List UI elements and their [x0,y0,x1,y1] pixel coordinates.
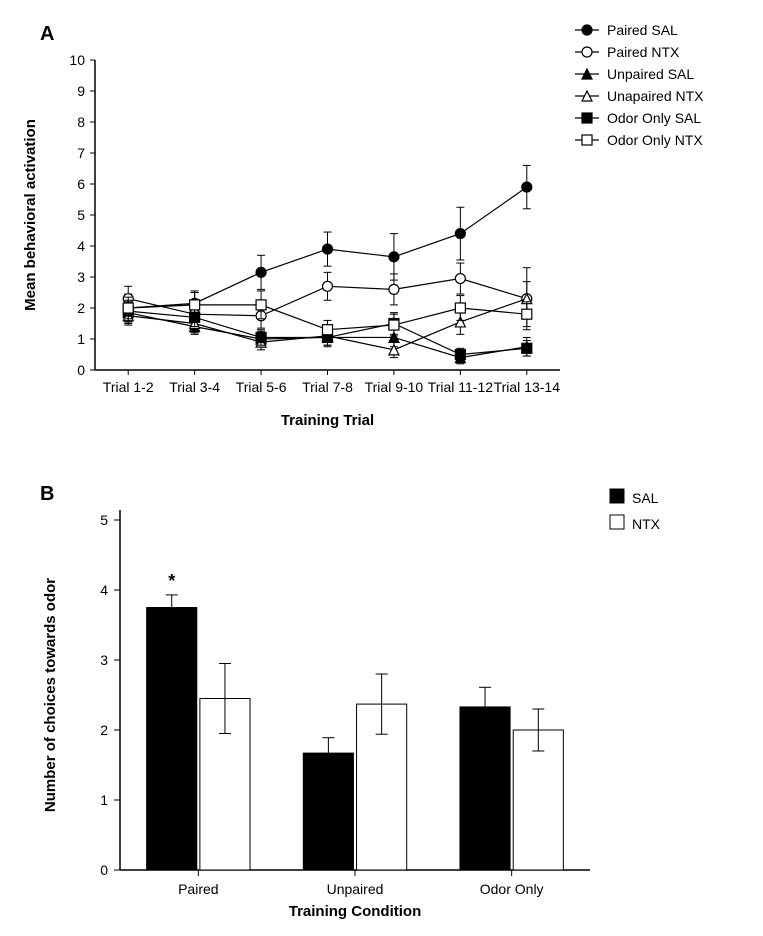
legend-item: Unapaired NTX [607,88,704,104]
legend-item: Unpaired SAL [607,66,694,82]
panel-a-chart: A 0 1 2 3 4 5 6 7 8 9 10 Trial 1-2 Trial 3-4 Trial 5-6… [0,0,763,440]
panel-b-label: B [40,483,54,505]
panel-b-ytick: 1 [100,792,108,808]
panel-a-ytick: 7 [77,145,85,161]
panel-b-xtick: Unpaired [327,881,384,897]
panel-b-ytick: 3 [100,652,108,668]
panel-b-ytick: 0 [100,862,108,878]
panel-a-xtick: Trial 1-2 [103,379,154,395]
legend-item: Paired SAL [607,22,678,38]
bar-sal [460,707,510,870]
panel-a-xtick: Trial 11-12 [428,379,494,395]
panel-a-label: A [40,23,54,45]
panel-a-ytick: 4 [77,238,85,254]
legend-item: NTX [632,516,661,532]
panel-a-xtick: Trial 9-10 [365,379,424,395]
legend-item: Odor Only SAL [607,110,701,126]
legend-item: Odor Only NTX [607,132,703,148]
panel-a-xtick: Trial 3-4 [169,379,220,395]
panel-a-xtick: Trial 7-8 [302,379,353,395]
panel-b-ytick: 5 [100,512,108,528]
legend-swatch [610,515,624,529]
panel-a-xtick: Trial 5-6 [236,379,287,395]
panel-a-ytick: 9 [77,83,85,99]
panel-a-ytick: 3 [77,269,85,285]
panel-a-ytick: 6 [77,176,85,192]
panel-a-ytick: 0 [77,362,85,378]
panel-a-xtick: Trial 13-14 [494,379,561,395]
panel-a-ytick: 10 [69,52,85,68]
panel-a-ytick: 2 [77,300,85,316]
legend-item: Paired NTX [607,44,680,60]
panel-a-x-title: Training Trial [281,412,374,429]
panel-b-xtick: Odor Only [480,881,544,897]
panel-b-chart: B 0 1 2 3 4 5 Paired Unpaired Odor Only Training C… [0,440,763,936]
legend-item: SAL [632,490,659,506]
panel-a-y-title: Mean behavioral activation [22,119,39,311]
panel-a-ytick: 8 [77,114,85,130]
panel-b-x-title: Training Condition [289,903,421,920]
significance-marker: * [168,571,175,591]
panel-a-ytick: 5 [77,207,85,223]
panel-b-y-title: Number of choices towards odor [42,578,59,812]
panel-b-ytick: 4 [100,582,108,598]
bar-sal [303,753,353,870]
panel-b-xtick: Paired [178,881,218,897]
panel-a-ytick: 1 [77,331,85,347]
panel-b-ytick: 2 [100,722,108,738]
bar-sal [147,608,197,871]
legend-swatch [610,489,624,503]
